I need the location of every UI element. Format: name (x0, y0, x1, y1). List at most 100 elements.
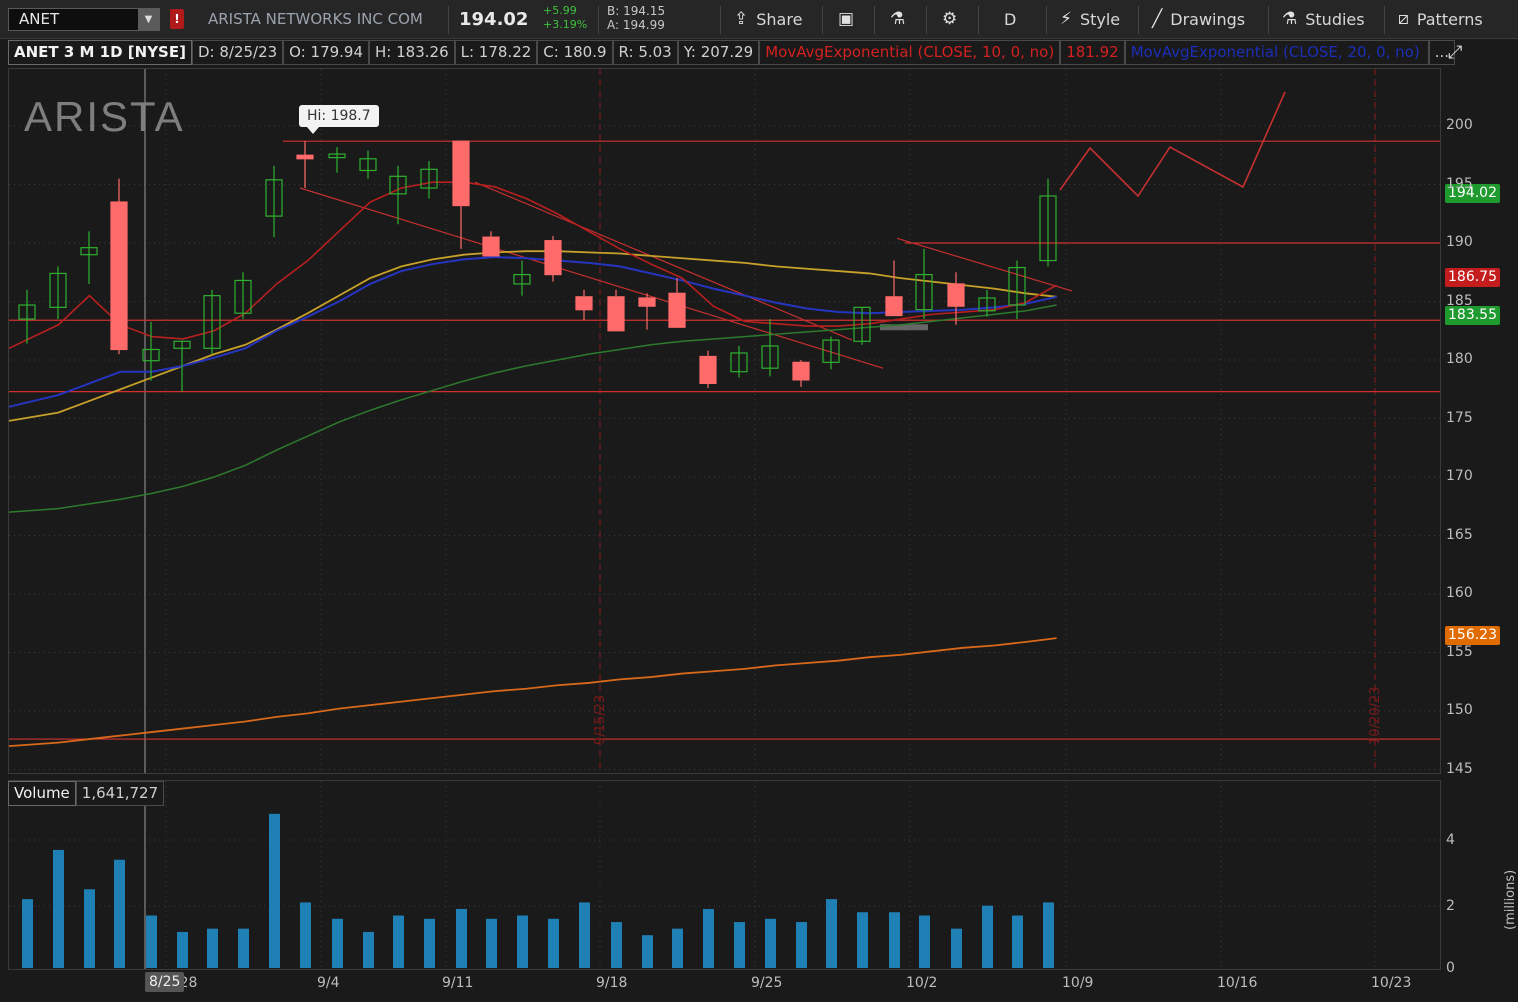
volume-bar (919, 915, 930, 968)
volume-bar (1012, 915, 1023, 968)
volume-value: 1,641,727 (75, 781, 165, 806)
candle-body (822, 339, 840, 363)
ema200-line (8, 637, 1057, 747)
volume-bar (363, 931, 374, 968)
chart-settings-button[interactable]: ▣ (838, 0, 854, 38)
toolbar: ANET ▼ ! ARISTA NETWORKS INC COM 194.02 … (0, 0, 1518, 39)
candle-body (730, 352, 748, 373)
volume-bar (826, 899, 837, 968)
volume-bar (269, 813, 280, 968)
time-axis-tick: 9/4 (317, 975, 340, 991)
candle-body (142, 348, 160, 362)
volume-bar (207, 928, 218, 968)
volume-bar (53, 849, 64, 968)
net-change: +5.99 (543, 4, 577, 17)
divider (1268, 6, 1269, 34)
volume-bar (548, 918, 559, 968)
alert-icon[interactable]: ! (170, 9, 184, 29)
divider (720, 6, 721, 34)
price-chart-panel[interactable] (8, 68, 1441, 774)
symbol-input[interactable]: ANET (8, 8, 160, 31)
volume-bar (734, 922, 745, 968)
price-axis-tick: 155 (1446, 643, 1473, 660)
aggregation-button[interactable]: D (1004, 0, 1016, 38)
share-button[interactable]: ⇪ Share (734, 0, 802, 38)
volume-bar (22, 899, 33, 968)
bar-open: O: 179.94 (283, 40, 370, 65)
divider (926, 6, 927, 34)
flask-button[interactable]: ⚗ (890, 0, 905, 38)
time-axis-tick: 10/23 (1371, 975, 1412, 991)
volume-panel[interactable] (8, 780, 1441, 970)
projection-path (1059, 91, 1286, 198)
candle-body (452, 140, 470, 207)
candle-body (203, 295, 221, 349)
volume-label-bar: Volume 1,641,727 (8, 781, 165, 806)
ema100-line (8, 304, 1057, 513)
symbol-dropdown-icon[interactable]: ▼ (138, 9, 159, 30)
candle-body (947, 283, 965, 307)
volume-bar (703, 908, 714, 968)
volume-bar (765, 918, 776, 968)
price-axis-tick: 180 (1446, 351, 1473, 367)
settings-button[interactable]: ⚙ (942, 0, 957, 38)
time-axis-tick: 10/9 (1062, 975, 1094, 991)
volume-bar (889, 912, 900, 968)
volume-axis-tick: 2 (1446, 898, 1455, 914)
candle-body (482, 236, 500, 257)
candle-body (234, 279, 252, 314)
candle-body (110, 201, 128, 351)
trend-channel-lower (299, 187, 884, 369)
bar-date: D: 8/25/23 (191, 40, 284, 65)
cursor-date-tooltip: 8/25 (145, 972, 185, 992)
candle-body (575, 296, 593, 311)
volume-bar (300, 902, 311, 968)
chart-title[interactable]: ANET 3 M 1D [NYSE] (8, 40, 192, 65)
trend-line (896, 237, 1073, 292)
fit-chart-icon[interactable]: ⤢ (1448, 42, 1463, 63)
candle-body (978, 297, 996, 312)
volume-bar (579, 902, 590, 968)
candle-body (853, 306, 871, 342)
candle-body (792, 361, 810, 381)
patterns-label: Patterns (1416, 9, 1483, 29)
divider (1046, 6, 1047, 34)
volume-bar (238, 928, 249, 968)
candle-body (1008, 266, 1026, 306)
volume-bar (982, 905, 993, 968)
volume-bar (672, 928, 683, 968)
ask-price: A: 194.99 (607, 18, 665, 32)
price-axis-tick: 195 (1446, 175, 1473, 192)
bar-y: Y: 207.29 (677, 40, 760, 65)
ema50-line (8, 250, 1057, 422)
candle-body (607, 296, 625, 332)
divider (598, 6, 599, 34)
time-axis-tick: 9/11 (442, 975, 474, 991)
candle-body (420, 168, 438, 189)
candle-body (544, 240, 562, 276)
studies-button[interactable]: ⚗ Studies (1282, 0, 1365, 38)
volume-label: Volume (8, 781, 76, 806)
volume-bar (486, 918, 497, 968)
patterns-icon: ⧄ (1398, 9, 1409, 29)
patterns-button[interactable]: ⧄ Patterns (1398, 0, 1483, 38)
volume-bar (393, 915, 404, 968)
style-button[interactable]: ⚡ Style (1060, 0, 1120, 38)
candle-body (328, 153, 346, 159)
study-ema20-label[interactable]: MovAvgExponential (CLOSE, 20, 0, no) (1124, 40, 1429, 65)
candle-body (668, 292, 686, 328)
share-icon: ⇪ (734, 9, 749, 29)
drawings-button[interactable]: ╱ Drawings (1152, 0, 1245, 38)
candle-body (296, 154, 314, 160)
study-ema10-label[interactable]: MovAvgExponential (CLOSE, 10, 0, no) (759, 40, 1061, 65)
divider (822, 6, 823, 34)
volume-bar (951, 928, 962, 968)
volume-bar (114, 859, 125, 968)
high-tooltip: Hi: 198.7 (299, 105, 379, 134)
drawings-label: Drawings (1170, 9, 1246, 29)
candle-body (389, 175, 407, 195)
volume-axis-tick: 0 (1446, 960, 1455, 976)
volume-bar (642, 935, 653, 968)
candle-body (699, 355, 717, 384)
more-studies[interactable]: ... (1428, 40, 1456, 65)
